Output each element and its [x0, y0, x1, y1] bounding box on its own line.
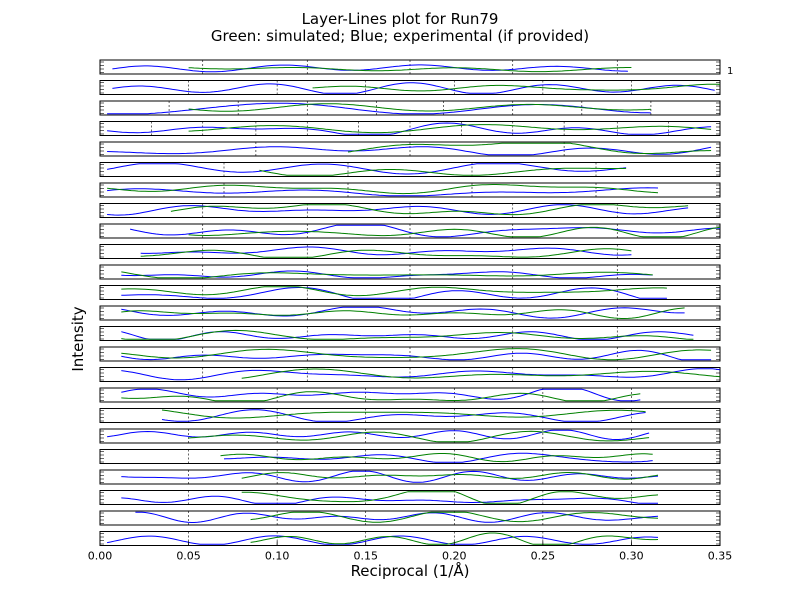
layer-7-simulated-curve: [170, 204, 689, 216]
layer-22-experimental-curve: [135, 511, 659, 523]
layer-6-experimental-curve: [107, 187, 659, 197]
layer-5-simulated-curve: [259, 167, 627, 176]
layer-16-experimental-curve: [121, 388, 641, 402]
x-tick-label: 0.00: [88, 550, 113, 563]
layer-21-simulated-curve: [241, 491, 659, 504]
layer-7-experimental-curve: [107, 204, 689, 216]
layer-13-simulated-curve: [121, 329, 694, 340]
layer-10-experimental-curve: [121, 270, 653, 279]
layer-20-experimental-curve: [121, 470, 659, 483]
layer-19-experimental-curve: [223, 452, 653, 463]
layer-19-frame: [99, 449, 721, 464]
layer-9-frame: [99, 244, 721, 259]
layer-11-experimental-curve: [121, 287, 667, 299]
layer-14-frame: [99, 346, 721, 362]
layer-16-frame: [99, 387, 721, 403]
x-tick-label: 0.15: [353, 550, 378, 563]
chart-subtitle: Green: simulated; Blue; experimental (if…: [210, 27, 590, 45]
chart-title: Layer-Lines plot for Run79: [301, 10, 499, 28]
layer-17-frame: [99, 408, 721, 423]
layer-1-frame: [99, 80, 721, 95]
layer-8-simulated-curve: [188, 226, 721, 238]
layer-5-frame: [99, 162, 721, 177]
layer-2-simulated-curve: [188, 103, 651, 112]
layer-15-frame: [99, 367, 721, 382]
layer-2-frame: [99, 100, 721, 116]
x-tick-label: 0.05: [176, 550, 201, 563]
layer-21-frame: [99, 490, 721, 505]
layer-14-experimental-curve: [121, 349, 712, 361]
layer-4-frame: [99, 141, 721, 157]
layer-6-frame: [99, 182, 721, 198]
layer-2-experimental-curve: [107, 102, 651, 115]
layer-3-simulated-curve: [188, 124, 712, 134]
layer-16-simulated-curve: [121, 391, 641, 402]
layer-17-simulated-curve: [161, 409, 646, 419]
layer-4-simulated-curve: [347, 142, 712, 154]
layer-19-simulated-curve: [220, 453, 653, 463]
layer-18-simulated-curve: [188, 430, 650, 443]
layer-15-simulated-curve: [241, 368, 721, 379]
layer-0-simulated-curve: [188, 67, 632, 73]
layer-10-frame: [99, 264, 721, 280]
layer-11-simulated-curve: [121, 286, 667, 297]
x-tick-label: 0.30: [619, 550, 644, 563]
layer-11-frame: [99, 285, 721, 300]
layer-7-frame: [99, 203, 721, 218]
layer-1-simulated-curve: [312, 83, 721, 92]
x-tick-label: 0.35: [708, 550, 733, 563]
x-tick-label: 0.25: [531, 550, 556, 563]
top-right-annotation: 1: [727, 66, 734, 77]
layer-14-simulated-curve: [121, 348, 712, 361]
layer-20-frame: [99, 469, 721, 485]
layer-21-experimental-curve: [121, 495, 658, 504]
layer-3-frame: [99, 121, 721, 136]
layer-5-experimental-curve: [107, 163, 627, 175]
x-axis-label: Reciprocal (1/Å): [350, 562, 470, 580]
layer-0-frame: [99, 59, 721, 75]
layer-8-frame: [99, 223, 721, 239]
layer-13-frame: [99, 326, 721, 341]
layer-8-experimental-curve: [129, 224, 720, 238]
layer-20-simulated-curve: [241, 472, 659, 480]
layer-23-frame: [99, 531, 721, 546]
y-axis-label: Intensity: [69, 306, 87, 372]
layer-10-simulated-curve: [121, 271, 653, 279]
layer-12-frame: [99, 305, 721, 321]
x-tick-label: 0.20: [442, 550, 467, 563]
layer-22-frame: [99, 510, 721, 526]
layer-23-experimental-curve: [107, 535, 659, 545]
layer-3-experimental-curve: [107, 122, 712, 135]
layer-12-simulated-curve: [121, 307, 685, 319]
layer-0-experimental-curve: [112, 64, 628, 73]
layer-6-simulated-curve: [107, 184, 659, 195]
layer-9-simulated-curve: [140, 248, 632, 258]
layer-1-experimental-curve: [112, 82, 715, 94]
layer-22-simulated-curve: [250, 511, 659, 523]
layer-17-experimental-curve: [161, 409, 646, 422]
layer-15-experimental-curve: [121, 368, 721, 381]
layer-4-experimental-curve: [107, 146, 712, 156]
x-tick-label: 0.10: [265, 550, 290, 563]
layer-9-experimental-curve: [140, 246, 632, 256]
layer-18-frame: [99, 428, 721, 444]
layer-12-experimental-curve: [121, 306, 685, 319]
